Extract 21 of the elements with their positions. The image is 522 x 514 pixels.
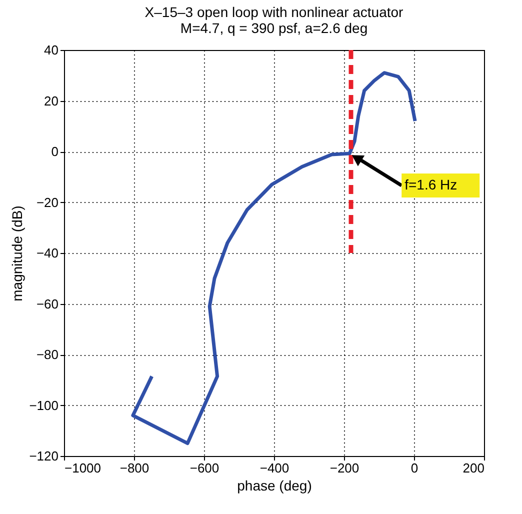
y-axis-title: magnitude (dB) <box>9 206 26 302</box>
chart-subtitle: M=4.7, q = 390 psf, a=2.6 deg <box>180 20 368 36</box>
y-tick-label: 40 <box>44 42 58 58</box>
x-axis-title: phase (deg) <box>237 478 312 494</box>
x-tick-label: −400 <box>260 460 290 476</box>
y-tick-label: −60 <box>36 296 58 312</box>
y-tick-label: −40 <box>36 246 58 260</box>
x-tick-label: −600 <box>190 460 220 476</box>
y-tick-label: −120 <box>29 448 58 464</box>
x-tick-label: −800 <box>120 460 150 476</box>
y-tick-label: −20 <box>36 194 58 210</box>
y-tick-label: −80 <box>36 347 58 362</box>
x-tick-label: −1000 <box>64 460 102 476</box>
x-tick-label: 200 <box>462 460 484 476</box>
x-tick-label: 0 <box>410 460 418 476</box>
chart-title: X–15–3 open loop with nonlinear actuator <box>144 4 404 20</box>
y-tick-label: −100 <box>29 398 58 413</box>
y-tick-label: 20 <box>44 93 58 108</box>
annotation: f=1.6 Hz <box>404 176 458 193</box>
x-tick-label: −200 <box>330 460 360 476</box>
y-tick-label: 0 <box>51 144 58 159</box>
